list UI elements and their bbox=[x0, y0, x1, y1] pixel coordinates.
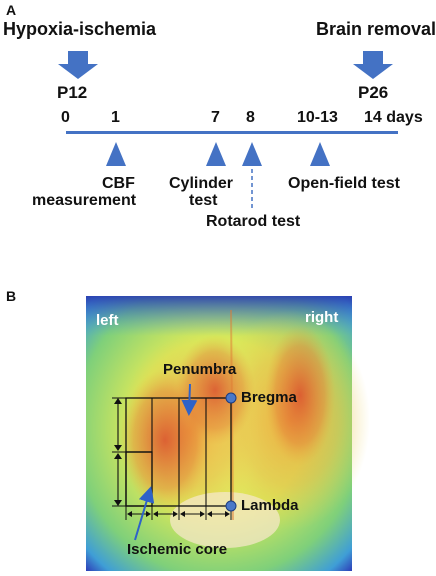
panel-b-label: B bbox=[6, 288, 17, 304]
penumbra-arrow bbox=[181, 383, 198, 416]
day-tick-8: 8 bbox=[246, 109, 255, 126]
bregma-dot bbox=[225, 392, 237, 404]
start-down-arrow bbox=[58, 51, 98, 79]
cylinder-label-line2: test bbox=[189, 192, 218, 209]
cylinder-label-line1: Cylinder bbox=[169, 175, 234, 192]
cbf-image-background bbox=[86, 296, 352, 571]
openfield-label: Open-field test bbox=[288, 175, 401, 192]
measurement-rectangle bbox=[125, 397, 232, 507]
day-tick-14: 14 days bbox=[364, 109, 423, 126]
openfield-marker bbox=[310, 142, 330, 166]
end-down-arrow bbox=[353, 51, 393, 79]
day-tick-7: 7 bbox=[211, 109, 220, 126]
end-event-label: Brain removal bbox=[316, 19, 436, 39]
cbf-marker bbox=[106, 142, 126, 166]
rotarod-label: Rotarod test bbox=[206, 213, 301, 230]
bregma-label: Bregma bbox=[241, 389, 297, 406]
day-tick-10-13: 10-13 bbox=[297, 109, 338, 126]
panel-a-label: A bbox=[6, 2, 17, 18]
end-day-label: P26 bbox=[358, 83, 389, 102]
ischemic-core-label: Ischemic core bbox=[127, 541, 228, 558]
cbf-label-line1: CBF bbox=[102, 175, 135, 192]
cbf-label-line2: measurement bbox=[32, 192, 137, 209]
cylinder-marker bbox=[206, 142, 226, 166]
ischemic-core-box bbox=[125, 451, 153, 507]
timeline-bar bbox=[66, 131, 398, 134]
start-event-label: Hypoxia-ischemia bbox=[3, 19, 157, 39]
day-tick-1: 1 bbox=[111, 109, 120, 126]
lambda-label: Lambda bbox=[241, 497, 299, 514]
timeline-diagram bbox=[58, 51, 398, 210]
image-left-label: left bbox=[96, 312, 119, 329]
ischemic-core-arrow bbox=[134, 486, 155, 541]
rotarod-marker bbox=[242, 142, 262, 166]
penumbra-label: Penumbra bbox=[163, 361, 237, 378]
day-tick-0: 0 bbox=[61, 109, 70, 126]
lambda-dot bbox=[225, 500, 237, 512]
start-day-label: P12 bbox=[57, 83, 88, 102]
image-right-label: right bbox=[305, 309, 339, 326]
